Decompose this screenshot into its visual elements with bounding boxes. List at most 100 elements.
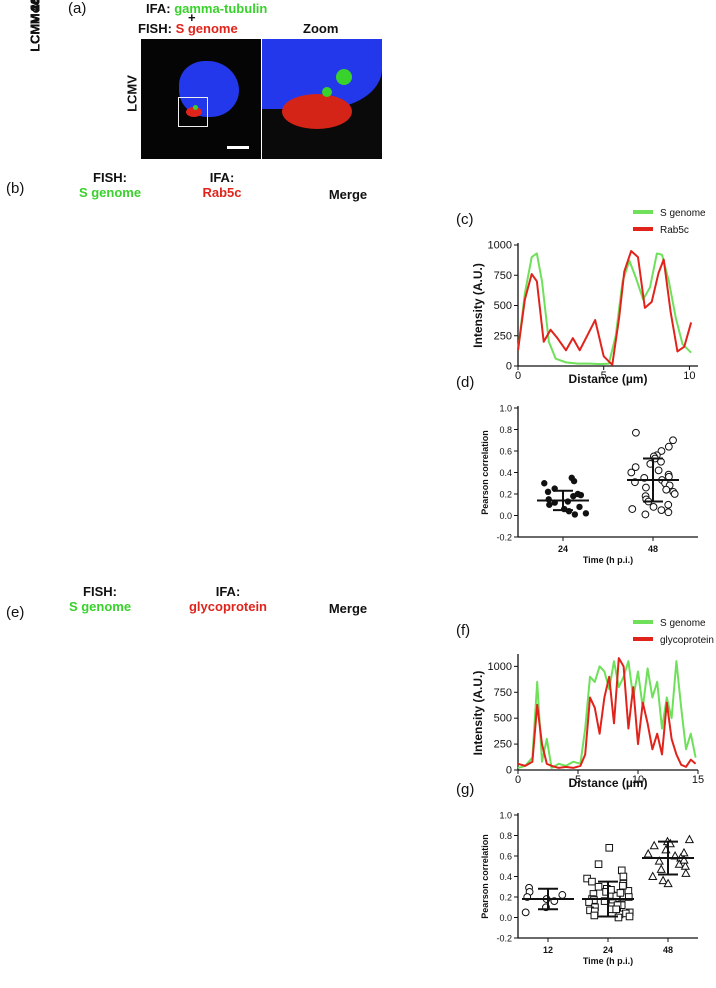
panel-e-col2-header: IFA: glycoprotein (168, 584, 288, 614)
col1-prefix: FISH: (93, 170, 127, 185)
data-point (558, 891, 567, 899)
fish-prefix: FISH: (138, 21, 172, 36)
legend-label: S genome (660, 208, 706, 219)
data-point (628, 505, 637, 513)
data-point (632, 428, 640, 437)
data-point (564, 498, 572, 505)
data-point (654, 466, 663, 475)
data-point (541, 480, 548, 487)
x-tick-label: 12 (543, 945, 553, 955)
y-tick-label: 1.0 (499, 404, 512, 414)
y-tick-label: 250 (494, 330, 512, 342)
col2-prefix: IFA: (209, 170, 235, 185)
legend-label: S genome (660, 618, 706, 629)
scale-bar (227, 146, 249, 149)
panel-a-fish-header: FISH: S genome (138, 21, 238, 36)
series-line-rab5c (517, 250, 693, 366)
y-tick-label: 0.0 (499, 913, 512, 923)
data-point (658, 875, 668, 885)
data-point (594, 860, 603, 869)
legend-label: glycoprotein (660, 635, 714, 646)
data-point (576, 503, 583, 511)
data-point (588, 877, 596, 886)
zoom-title: Zoom (303, 21, 339, 36)
y-tick-label: 1000 (488, 661, 512, 673)
col2-prefix: IFA: (215, 584, 241, 599)
y-tick-label: 0.4 (499, 872, 512, 882)
data-point (571, 511, 579, 518)
zoom-red-region (282, 94, 352, 129)
legend-label: Rab5c (660, 225, 689, 236)
panel-e-label: (e) (6, 604, 25, 621)
x-axis-label: Distance (µm) (569, 776, 648, 790)
y-axis-label: Pearson correlation (480, 834, 490, 919)
x-tick-label: 24 (603, 945, 613, 955)
panel-e-col1-header: FISH: S genome (40, 584, 160, 614)
data-point (664, 442, 673, 451)
x-tick-label: 5 (601, 370, 607, 382)
x-tick-label: 24 (558, 544, 568, 554)
green-signal (193, 105, 198, 110)
col2-target: glycoprotein (188, 599, 267, 614)
y-tick-label: 0.8 (499, 425, 512, 435)
data-point (680, 861, 691, 870)
x-tick-label: 0 (515, 370, 521, 382)
zoom-box (178, 97, 208, 127)
panel-e-col3-header: Merge (328, 601, 368, 616)
data-point (631, 463, 640, 472)
y-tick-label: 0.0 (499, 511, 512, 521)
data-point (670, 490, 679, 498)
data-point (617, 866, 626, 875)
data-point (669, 436, 677, 445)
data-point (619, 881, 627, 890)
data-point (594, 882, 603, 891)
x-axis-label: Time (h p.i.) (583, 555, 633, 565)
zoom-green-dot (336, 69, 352, 85)
chart-c-panel-label: (c) (456, 211, 474, 228)
panel-b-col1-header: FISH: S genome (50, 170, 170, 200)
panel-b-label: (b) (6, 180, 25, 197)
x-axis-label: Time (h p.i.) (583, 956, 633, 966)
data-point (619, 872, 628, 881)
data-point (544, 488, 552, 496)
data-point (627, 468, 636, 477)
zoom-green-dot-2 (322, 87, 332, 97)
y-tick-label: 0.6 (499, 447, 512, 457)
y-tick-label: 0.2 (499, 490, 512, 500)
data-point (577, 491, 585, 499)
data-point (641, 510, 650, 519)
series-line-glycoprotein (517, 657, 697, 769)
panel-b-col3-header: Merge (328, 187, 368, 202)
x-axis-label: Distance (µm) (569, 372, 648, 386)
chart-f-panel-label: (f) (456, 622, 470, 639)
x-tick-label: 0 (515, 774, 521, 786)
data-point (664, 508, 673, 517)
data-point (662, 485, 671, 494)
data-point (570, 492, 577, 500)
data-point (657, 506, 666, 515)
red-signal (186, 107, 202, 117)
y-tick-label: 1000 (488, 240, 512, 252)
x-tick-label: 48 (663, 945, 673, 955)
chart-g-panel-label: (g) (456, 781, 474, 798)
data-point (521, 908, 530, 917)
y-tick-label: 750 (494, 270, 512, 282)
data-point (654, 856, 664, 865)
data-point (612, 905, 621, 914)
y-tick-label: 0.8 (499, 831, 512, 841)
data-point (546, 501, 553, 508)
x-tick-label: 5 (575, 774, 581, 786)
data-point (664, 500, 673, 509)
data-point (674, 859, 684, 868)
data-point (643, 848, 653, 858)
data-point (648, 871, 658, 880)
fish-target: S genome (175, 21, 238, 36)
data-point (684, 834, 695, 844)
y-axis-label: Intensity (A.U.) (471, 263, 485, 348)
y-tick-label: -0.2 (496, 533, 512, 543)
y-tick-label: -0.2 (496, 934, 512, 944)
y-tick-label: 250 (494, 739, 512, 751)
data-point (681, 868, 691, 877)
col1-prefix: FISH: (83, 584, 117, 599)
data-point (616, 889, 625, 897)
